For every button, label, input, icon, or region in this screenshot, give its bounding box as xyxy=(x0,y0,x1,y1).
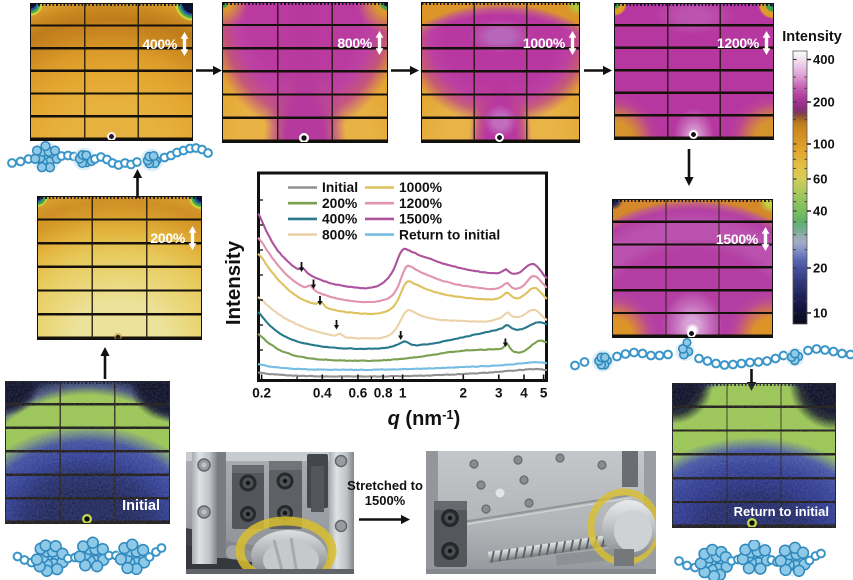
svg-text:40: 40 xyxy=(813,204,827,219)
svg-text:1200%: 1200% xyxy=(399,196,442,211)
svg-text:0.2: 0.2 xyxy=(252,386,271,401)
svg-text:1: 1 xyxy=(399,386,407,401)
svg-text:200: 200 xyxy=(813,95,835,110)
svg-text:Initial: Initial xyxy=(322,180,358,195)
svg-text:3: 3 xyxy=(495,386,503,401)
svg-text:100: 100 xyxy=(813,137,835,152)
svg-text:800%: 800% xyxy=(322,227,357,242)
svg-text:20: 20 xyxy=(813,261,827,276)
svg-text:q (nm-1): q (nm-1) xyxy=(388,407,461,430)
svg-text:400: 400 xyxy=(813,52,835,67)
svg-text:200%: 200% xyxy=(322,196,357,211)
svg-text:2: 2 xyxy=(460,386,468,401)
svg-text:Return to initial: Return to initial xyxy=(399,227,500,242)
svg-text:1000%: 1000% xyxy=(399,180,442,195)
svg-text:5: 5 xyxy=(540,386,548,401)
svg-text:0.8: 0.8 xyxy=(374,386,393,401)
svg-text:60: 60 xyxy=(813,172,827,187)
svg-text:Intensity: Intensity xyxy=(782,29,842,45)
svg-text:0.4: 0.4 xyxy=(313,386,332,401)
svg-text:10: 10 xyxy=(813,306,827,321)
svg-text:1500%: 1500% xyxy=(399,212,442,227)
svg-text:0.6: 0.6 xyxy=(349,386,368,401)
svg-text:4: 4 xyxy=(520,386,528,401)
svg-text:Intensity: Intensity xyxy=(222,240,245,325)
svg-text:400%: 400% xyxy=(322,212,357,227)
